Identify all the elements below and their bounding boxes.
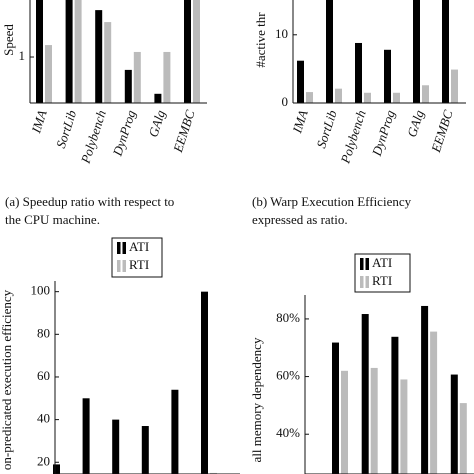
bar (104, 22, 112, 104)
y-tick-label: 40 (37, 411, 50, 426)
bar (184, 0, 191, 103)
y-tick-label: 40% (276, 425, 300, 440)
bar (45, 45, 52, 103)
bar (193, 0, 200, 103)
legend-swatch (360, 258, 364, 270)
bar (141, 426, 149, 474)
x-tick-label: IMA (289, 108, 311, 136)
caption: (a) Speedup ratio with respect to (5, 194, 174, 209)
legend-label: ATI (129, 239, 149, 254)
legend-swatch (360, 276, 364, 288)
legend-swatch (117, 260, 121, 272)
bar (451, 69, 458, 103)
x-tick-label: Polybench (337, 108, 369, 166)
bar (364, 92, 371, 103)
bar (370, 367, 378, 474)
bar (74, 0, 82, 103)
bar (306, 92, 313, 103)
y-tick-label: 60 (37, 368, 50, 383)
x-tick-label: Polybench (77, 108, 109, 166)
x-tick-label: EEMBC (170, 108, 198, 155)
legend-swatch (122, 260, 126, 272)
bar (154, 93, 162, 103)
bar (421, 305, 429, 474)
bar (210, 472, 217, 474)
bar (326, 0, 333, 104)
y-tick-label: 10 (275, 26, 288, 41)
bar (361, 314, 369, 474)
bar (112, 419, 120, 474)
bar (201, 291, 208, 474)
x-tick-label: GAlg (145, 108, 168, 139)
y-axis-label: Speed (1, 24, 16, 56)
caption: the CPU machine. (5, 212, 100, 227)
bar (430, 331, 438, 474)
x-tick-label: SortLib (53, 108, 79, 150)
bar (355, 42, 362, 103)
x-tick-label: DynProg (369, 108, 398, 159)
y-axis-label: all memory dependency (249, 337, 264, 462)
y-tick-label: 20 (37, 453, 50, 468)
y-axis-label: #active thr (253, 12, 268, 68)
legend-label: RTI (129, 257, 149, 272)
bar (422, 85, 429, 103)
legend-swatch (122, 242, 126, 254)
chart: 20 40 60 80 100 on-predicated execution effic… (0, 237, 240, 474)
bar (442, 0, 449, 104)
x-tick-label: SortLib (313, 108, 339, 150)
bar (459, 403, 467, 474)
bar (124, 69, 132, 103)
y-tick-label: 0 (282, 94, 289, 109)
legend-box (354, 253, 411, 293)
x-tick-label: EEMBC (428, 108, 456, 155)
y-tick-label: 100 (31, 283, 51, 298)
x-tick-label: IMA (28, 108, 50, 136)
bar (133, 51, 141, 103)
bar (53, 464, 60, 474)
x-tick-label: DynProg (109, 108, 138, 159)
x-tick-label: GAlg (404, 108, 427, 139)
bar (82, 398, 90, 474)
bar (413, 0, 420, 104)
legend-label: ATI (372, 255, 392, 270)
legend-swatch (365, 276, 369, 288)
bar (36, 0, 43, 103)
bar (393, 92, 400, 103)
y-tick-label: 60% (276, 368, 300, 383)
y-tick-label: 1 (19, 48, 26, 63)
bar (332, 342, 339, 474)
legend-swatch (117, 242, 121, 254)
bar (450, 374, 458, 474)
bar (297, 60, 304, 103)
bar (335, 88, 342, 103)
bar (171, 389, 179, 474)
legend-label: RTI (372, 273, 392, 288)
y-tick-label: 80 (37, 325, 50, 340)
bar (163, 51, 171, 103)
y-axis-label: on-predicated execution efficiency (0, 289, 14, 470)
caption: expressed as ratio. (252, 212, 348, 227)
bar (391, 336, 399, 474)
bar (341, 370, 348, 474)
bar (95, 10, 103, 103)
y-tick-label: 80% (276, 310, 300, 325)
chart: 40% 60% 80% all memory dependency ATI RTI (249, 253, 474, 474)
bar (384, 49, 391, 103)
bar (400, 379, 408, 474)
bar (65, 0, 73, 103)
caption: (b) Warp Execution Efficiency (252, 194, 412, 209)
legend-swatch (365, 258, 369, 270)
